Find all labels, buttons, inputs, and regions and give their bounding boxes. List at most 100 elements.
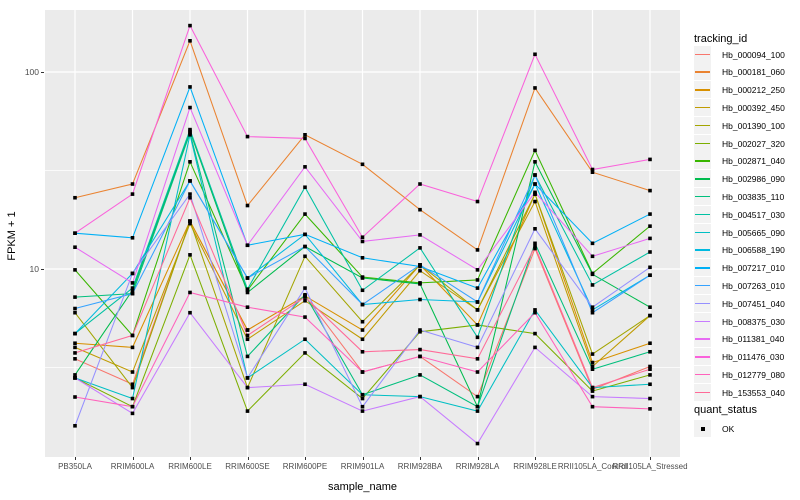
data-point (533, 52, 537, 57)
data-point (73, 331, 77, 336)
data-point (303, 351, 307, 355)
data-point (590, 272, 595, 277)
x-tick-label: RRIM600LE (168, 462, 212, 471)
x-tick (305, 457, 306, 460)
data-point (245, 287, 250, 291)
data-point (475, 278, 480, 282)
legend-key-line-icon (694, 81, 711, 99)
data-point (590, 367, 595, 372)
legend-title-tracking-id: tracking_id (694, 33, 748, 45)
data-point (533, 182, 537, 186)
data-point (245, 203, 250, 208)
data-point (533, 244, 537, 249)
data-point (590, 389, 595, 393)
data-point (590, 305, 595, 309)
data-point (245, 305, 250, 309)
legend-item-label: Hb_006588_190 (722, 245, 785, 256)
data-point (418, 233, 422, 237)
data-point (130, 404, 135, 409)
data-point (648, 341, 652, 346)
data-point (245, 385, 250, 390)
legend-key-line-icon (694, 205, 711, 223)
plot-canvas (45, 10, 680, 457)
data-point (360, 288, 365, 293)
data-point (130, 182, 135, 186)
data-point (73, 351, 77, 355)
data-point (245, 333, 250, 338)
data-point (130, 345, 135, 350)
legend-key-line-icon (694, 259, 711, 277)
legend-key-line-icon (694, 187, 711, 205)
data-point (648, 382, 652, 387)
data-point (590, 167, 595, 172)
x-tick-label: RRII105LA_Control (557, 462, 628, 471)
data-point (648, 407, 652, 411)
data-point (303, 292, 307, 297)
data-point (73, 345, 77, 350)
legend-item-label: Hb_012779_080 (722, 369, 785, 380)
data-point (360, 235, 365, 240)
data-point (533, 345, 537, 350)
data-point (130, 382, 135, 387)
data-point (360, 409, 365, 413)
legend-item-label: Hb_003835_110 (722, 191, 785, 202)
legend-key-line-icon (694, 241, 711, 259)
data-point (533, 246, 537, 251)
plot-panel (45, 10, 680, 457)
legend-key-line-icon (694, 348, 711, 366)
data-point (475, 335, 480, 340)
legend-key-line-icon (694, 134, 711, 152)
data-point (130, 192, 135, 196)
data-point (73, 306, 77, 311)
legend-key-line-icon (694, 45, 711, 63)
data-point (73, 341, 77, 346)
y-tick-label: 10 (29, 264, 39, 274)
y-tick (41, 72, 44, 73)
x-axis-title: sample_name (327, 481, 398, 493)
data-point (188, 39, 192, 43)
data-point (533, 226, 537, 231)
data-point (418, 207, 422, 212)
legend-title-quant-status: quant_status (694, 404, 757, 416)
data-point (73, 268, 77, 272)
data-point (475, 394, 480, 399)
x-tick-label: RRIM928BA (397, 462, 443, 471)
data-point (303, 295, 307, 299)
legend-key-line-icon (694, 276, 711, 294)
data-point (648, 157, 652, 162)
legend-item-label: Hb_002986_090 (722, 174, 785, 185)
data-point (360, 349, 365, 354)
data-point (648, 236, 652, 241)
data-point (533, 160, 537, 164)
data-point (245, 276, 250, 280)
data-point (245, 134, 250, 139)
data-point (73, 423, 77, 428)
y-tick (41, 269, 44, 270)
legend-key-line-icon (694, 116, 711, 134)
data-point (648, 373, 652, 377)
data-point (130, 281, 135, 285)
data-point (73, 245, 77, 250)
data-point (648, 367, 652, 372)
x-tick (247, 457, 249, 460)
data-point (360, 255, 365, 260)
legend-key-line-icon (694, 312, 711, 330)
data-point (475, 370, 480, 374)
data-point (418, 297, 422, 302)
data-point (303, 185, 307, 190)
data-point (475, 300, 480, 304)
data-point (590, 364, 595, 369)
legend-key-black-square-icon (694, 420, 711, 437)
x-tick (362, 457, 364, 460)
data-point (188, 160, 192, 164)
data-point (73, 376, 77, 380)
data-point (360, 239, 365, 244)
legend-key-line-icon (694, 63, 711, 81)
data-point (648, 250, 652, 254)
legend-key-line-icon (694, 223, 711, 241)
data-point (303, 286, 307, 290)
data-point (130, 333, 135, 338)
data-point (130, 271, 135, 276)
data-point (590, 404, 595, 409)
data-point (360, 302, 365, 307)
